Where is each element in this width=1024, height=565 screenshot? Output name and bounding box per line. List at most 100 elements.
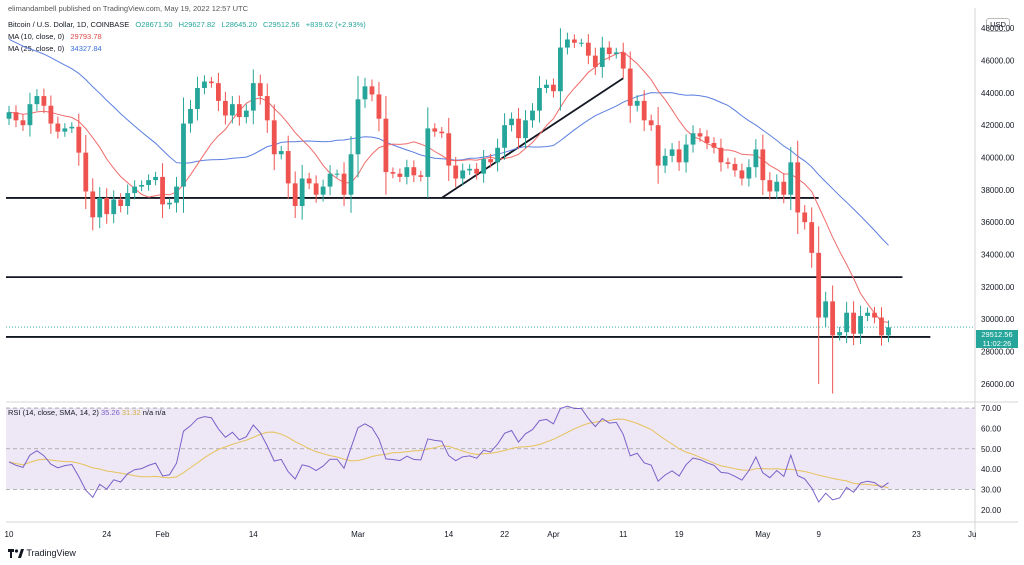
candle-body: [509, 118, 514, 126]
candle-body: [299, 178, 305, 206]
candle-body: [795, 162, 801, 213]
candle-body: [62, 128, 68, 132]
candle-body: [690, 133, 696, 145]
candle-body: [195, 87, 200, 109]
candle-body: [830, 301, 836, 336]
candle-body: [872, 312, 877, 318]
candle-body: [886, 327, 891, 336]
trendline: [441, 77, 624, 199]
candle-body: [865, 312, 870, 316]
candle-body: [250, 83, 256, 111]
close-value: C29512.56: [262, 20, 300, 29]
candle-body: [285, 151, 291, 184]
candle-body: [341, 173, 347, 195]
brand-label: TradingView: [26, 548, 76, 558]
candle-body: [439, 131, 445, 134]
ma10-line: [8, 51, 889, 323]
candle-body: [823, 301, 829, 318]
time-tick-label: Apr: [547, 530, 560, 539]
rsi-legend[interactable]: RSI (14, close, SMA, 14, 2) 35.26 31.32 …: [8, 408, 166, 417]
ma10-label: MA (10, close, 0): [8, 32, 65, 41]
candle-body: [809, 222, 815, 253]
candle-body: [753, 149, 759, 168]
candle-body: [767, 180, 773, 192]
time-tick-label: 22: [500, 530, 509, 539]
candle-body: [355, 99, 361, 155]
candle-body: [118, 199, 124, 206]
currency-button[interactable]: USD: [986, 18, 1010, 32]
candle-body: [292, 183, 298, 206]
candle-body: [725, 162, 731, 164]
candle-body: [718, 147, 724, 163]
time-tick-label: Mar: [351, 530, 365, 539]
candle-body: [683, 144, 689, 163]
candle-body: [20, 120, 26, 126]
candle-body: [320, 186, 326, 195]
candle-body: [432, 128, 438, 132]
candle-body: [376, 94, 382, 119]
candle-body: [222, 100, 228, 116]
candle-body: [676, 149, 682, 163]
price-tick-label: 40000.00: [981, 154, 1015, 163]
price-tick-label: 28000.00: [981, 348, 1015, 357]
candle-body: [599, 47, 605, 67]
candle-body: [97, 197, 103, 218]
candle-body: [104, 197, 110, 215]
candle-body: [488, 159, 494, 163]
candle-body: [578, 42, 584, 44]
candle-body: [704, 136, 710, 143]
candle-body: [41, 96, 47, 106]
ma25-legend[interactable]: MA (25, close, 0) 34327.84: [8, 44, 106, 53]
price-tick-label: 46000.00: [981, 57, 1015, 66]
candle-body: [620, 52, 626, 69]
time-tick-label: 14: [249, 530, 258, 539]
candle-body: [139, 184, 145, 187]
candle-body: [146, 180, 151, 185]
candle-body: [83, 152, 89, 192]
candle-body: [271, 120, 277, 155]
candle-body: [788, 162, 794, 195]
candle-body: [69, 126, 75, 129]
candle-body: [153, 176, 158, 181]
candle-body: [746, 167, 752, 179]
tradingview-logo[interactable]: TradingView: [8, 548, 76, 559]
price-tick-label: 36000.00: [981, 218, 1015, 227]
ma10-legend[interactable]: MA (10, close, 0) 29793.78: [8, 32, 106, 41]
candle-body: [669, 149, 675, 156]
candle-body: [551, 84, 556, 92]
time-tick-label: 24: [102, 530, 111, 539]
candle-body: [544, 84, 549, 88]
rsi-sma-line: [8, 418, 889, 489]
time-tick-label: 10: [5, 530, 14, 539]
candle-body: [6, 112, 12, 119]
candle-body: [495, 147, 500, 163]
rsi-value: 35.26: [100, 408, 120, 417]
candle-body: [13, 112, 19, 121]
candle-body: [481, 159, 487, 174]
time-tick-label: 23: [912, 530, 921, 539]
rsi-sma-value: 31.32: [121, 408, 141, 417]
price-tick-label: 30000.00: [981, 315, 1015, 324]
candle-body: [425, 128, 431, 177]
candle-body: [732, 163, 738, 171]
rsi-na: n/a n/a: [142, 408, 166, 417]
candle-body: [565, 39, 570, 48]
candle-body: [306, 178, 312, 184]
candle-body: [523, 120, 528, 139]
tradingview-icon: [8, 549, 24, 559]
time-tick-label: Feb: [156, 530, 170, 539]
time-tick-label: Ju: [968, 530, 976, 539]
candle-body: [760, 149, 766, 181]
candle-body: [397, 173, 403, 177]
candle-body: [662, 155, 668, 166]
candle-body: [278, 151, 284, 155]
candle-body: [411, 167, 417, 176]
candle-body: [648, 120, 654, 126]
rsi-tick-label: 30.00: [981, 485, 1002, 494]
price-tag: 29512.56 11:02:26: [976, 330, 1018, 348]
candle-body: [697, 133, 703, 137]
candle-body: [34, 96, 40, 105]
candle-body: [802, 212, 808, 223]
rsi-tick-label: 20.00: [981, 506, 1002, 515]
